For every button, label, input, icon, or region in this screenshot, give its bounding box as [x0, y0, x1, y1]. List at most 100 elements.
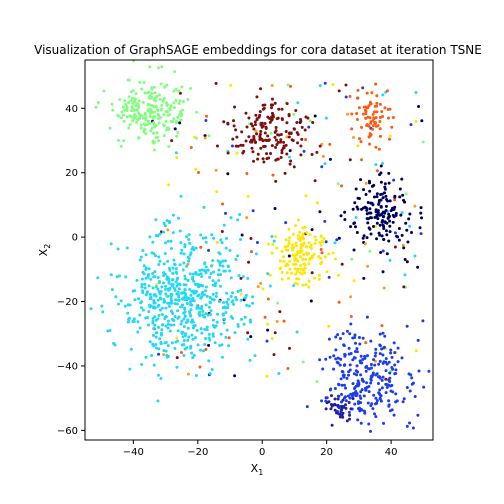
scatter-point: [236, 254, 240, 258]
scatter-point: [136, 330, 140, 334]
scatter-point: [327, 337, 331, 341]
scatter-point: [252, 138, 256, 142]
scatter-point: [227, 344, 231, 348]
scatter-point: [345, 329, 349, 333]
scatter-point: [370, 375, 374, 379]
scatter-point: [371, 203, 375, 207]
scatter-point: [160, 107, 164, 111]
scatter-point: [381, 218, 385, 222]
scatter-point: [339, 410, 343, 414]
scatter-point: [178, 99, 182, 103]
scatter-point: [174, 267, 178, 271]
scatter-point: [299, 263, 303, 267]
scatter-point: [358, 394, 362, 398]
scatter-point: [378, 213, 382, 217]
scatter-point: [363, 242, 367, 246]
scatter-point: [209, 309, 213, 313]
scatter-point: [372, 225, 376, 229]
scatter-point: [378, 119, 382, 123]
scatter-point: [233, 374, 237, 378]
scatter-point: [353, 356, 357, 360]
scatter-point: [383, 191, 386, 195]
scatter-point: [329, 402, 333, 406]
scatter-point: [166, 301, 170, 305]
scatter-point: [287, 239, 291, 243]
scatter-point: [320, 399, 324, 403]
scatter-point: [367, 422, 371, 426]
scatter-point: [189, 302, 193, 306]
scatter-point: [212, 236, 216, 240]
scatter-point: [173, 314, 177, 318]
scatter-point: [186, 372, 190, 376]
scatter-point: [280, 151, 284, 155]
scatter-point: [143, 282, 147, 286]
scatter-point: [313, 241, 317, 245]
scatter-point: [89, 307, 93, 311]
scatter-point: [159, 333, 163, 337]
scatter-point: [369, 429, 373, 433]
scatter-point: [400, 233, 404, 237]
scatter-point: [401, 243, 405, 247]
scatter-point: [387, 360, 391, 364]
scatter-point: [420, 216, 424, 220]
scatter-point: [146, 316, 150, 320]
scatter-point: [173, 346, 177, 350]
scatter-point: [190, 289, 194, 293]
scatter-point: [347, 410, 351, 414]
scatter-point: [178, 263, 182, 267]
scatter-point: [182, 283, 186, 287]
scatter-point: [380, 161, 384, 165]
scatter-point: [118, 98, 122, 102]
scatter-point: [317, 273, 321, 277]
scatter-point: [375, 192, 379, 196]
scatter-point: [172, 117, 176, 121]
scatter-point: [157, 263, 161, 266]
scatter-point: [388, 224, 392, 228]
scatter-point: [141, 249, 145, 252]
scatter-point: [323, 255, 327, 259]
scatter-point: [362, 276, 366, 280]
scatter-point: [382, 214, 386, 218]
scatter-point: [290, 271, 294, 275]
scatter-point: [159, 82, 163, 86]
scatter-point: [209, 312, 213, 316]
scatter-point: [129, 347, 133, 351]
scatter-point: [249, 335, 253, 339]
scatter-point: [362, 380, 365, 384]
scatter-point: [287, 276, 291, 280]
scatter-point: [211, 292, 215, 296]
scatter-point: [295, 330, 299, 334]
scatter-point: [171, 231, 175, 235]
scatter-point: [304, 245, 308, 249]
scatter-point: [188, 253, 192, 257]
scatter-point: [174, 98, 178, 102]
scatter-point: [378, 223, 382, 227]
scatter-point: [376, 124, 380, 128]
scatter-point: [149, 129, 153, 133]
scatter-point: [169, 297, 173, 301]
scatter-point: [286, 244, 290, 248]
scatter-point: [222, 321, 226, 325]
scatter-point: [140, 362, 144, 366]
scatter-point: [215, 240, 219, 244]
scatter-point: [144, 116, 148, 120]
scatter-point: [407, 217, 411, 221]
scatter-point: [273, 101, 277, 105]
scatter-point: [157, 347, 161, 351]
scatter-point: [279, 138, 283, 142]
scatter-point: [199, 307, 203, 311]
scatter-point: [355, 373, 359, 377]
scatter-point: [381, 196, 385, 200]
scatter-point: [373, 122, 377, 126]
scatter-point: [362, 394, 366, 398]
scatter-point: [159, 116, 163, 120]
scatter-point: [369, 339, 373, 343]
scatter-point: [403, 257, 407, 261]
scatter-point: [294, 241, 298, 245]
scatter-point: [401, 400, 405, 404]
scatter-point: [356, 88, 360, 92]
scatter-point: [338, 412, 342, 416]
scatter-point: [354, 187, 358, 191]
scatter-point: [301, 283, 305, 287]
scatter-point: [310, 228, 314, 232]
